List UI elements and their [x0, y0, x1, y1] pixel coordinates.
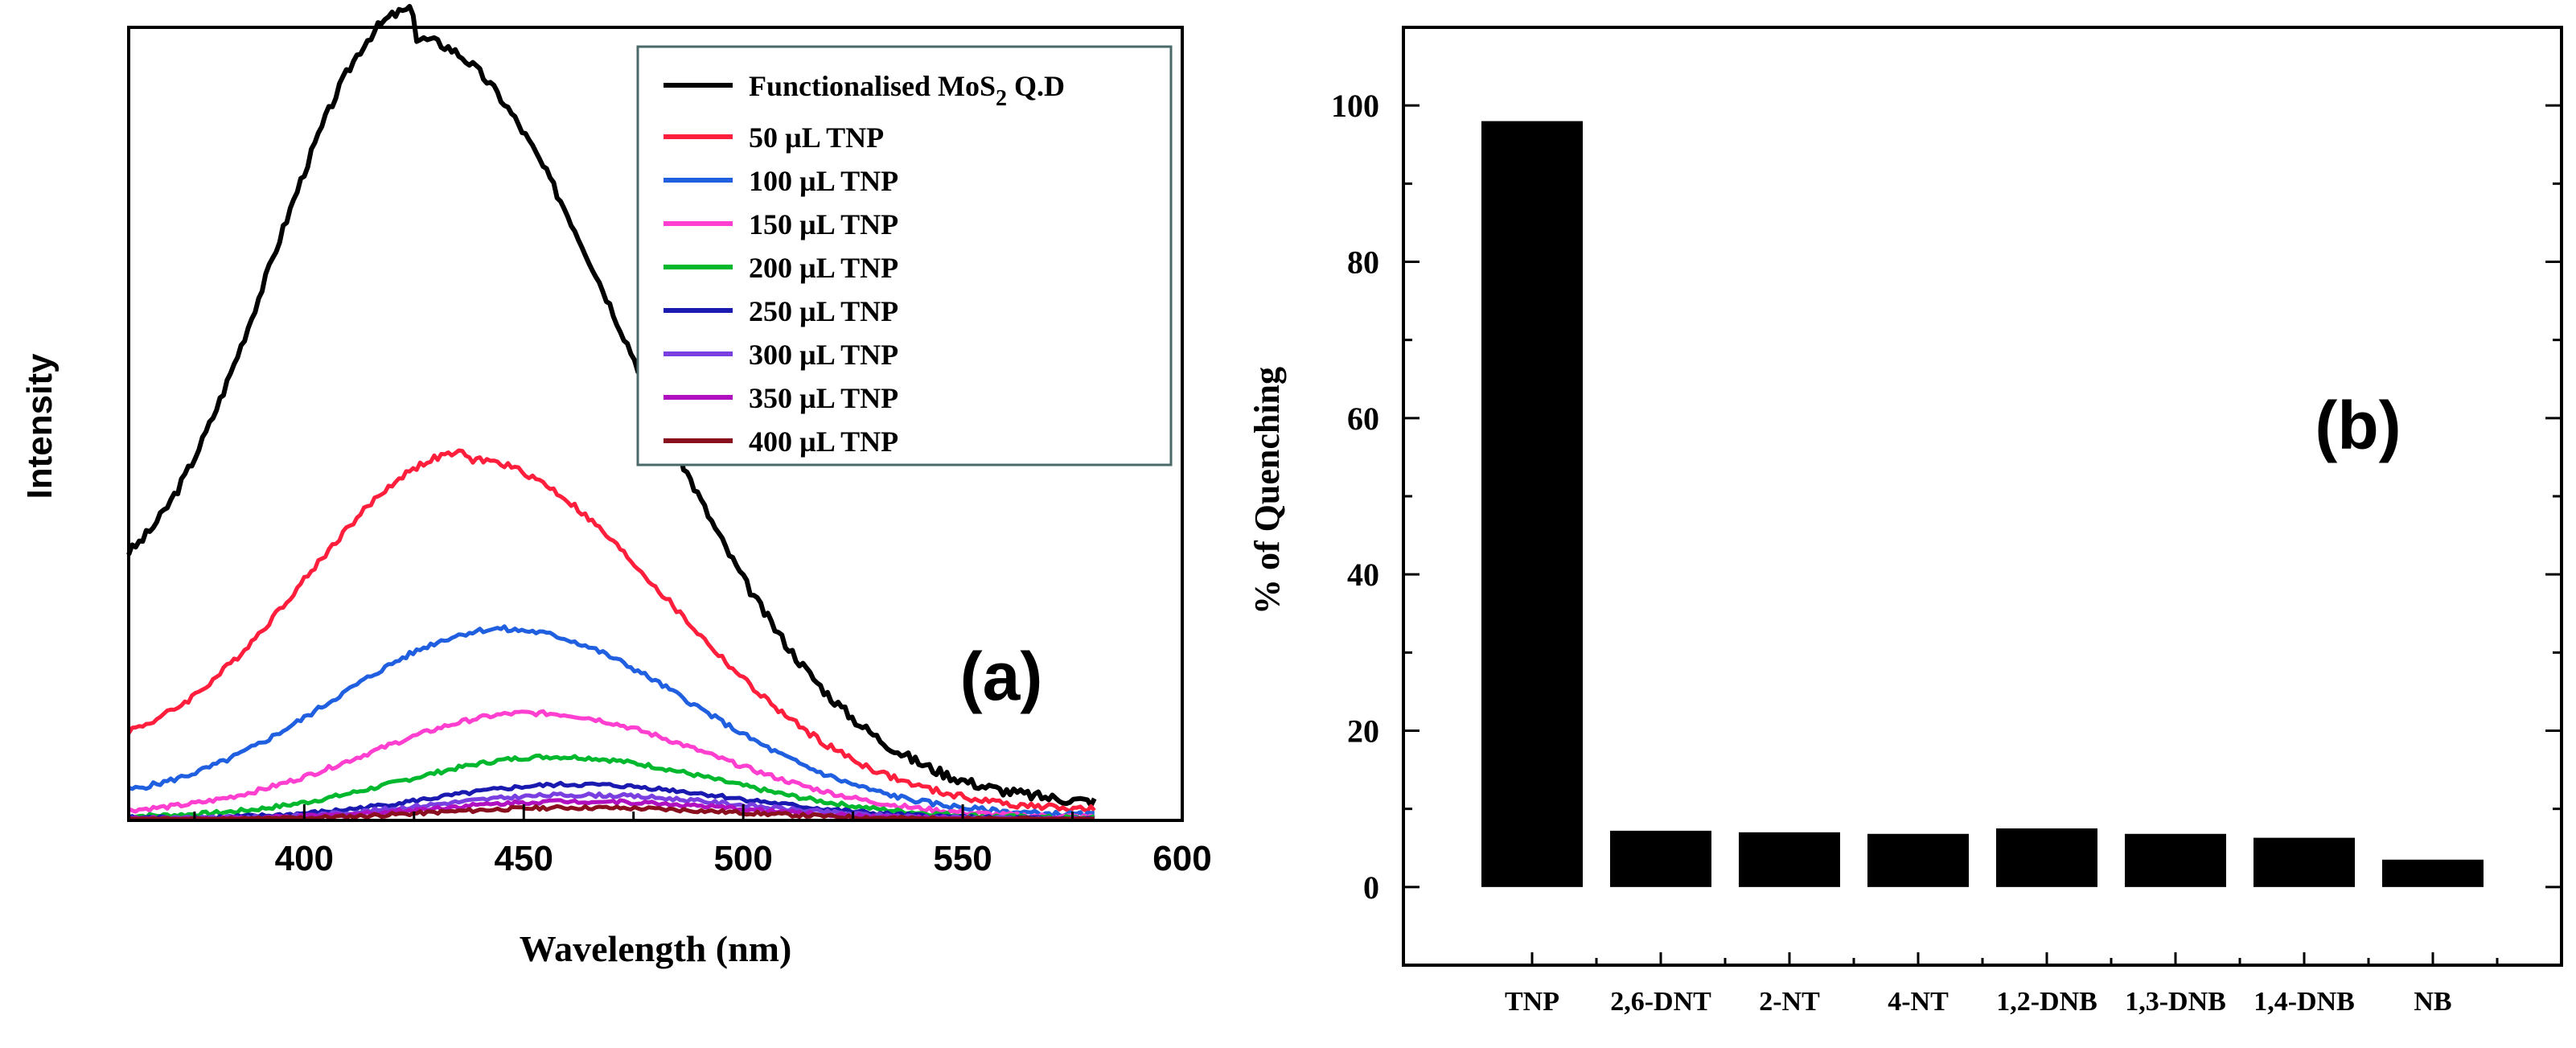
legend-label: 350 µL TNP: [749, 382, 898, 414]
x-axis-ticks: 400 450 500 550 600: [193, 804, 1212, 878]
x-tick-label: 500: [713, 839, 772, 878]
y-axis-ticks: 0 20 40 60 80 100: [1331, 26, 2562, 967]
y-tick-label: 40: [1347, 557, 1379, 593]
y-axis-label: Intensity: [20, 353, 60, 499]
legend-label: 50 µL TNP: [749, 121, 884, 154]
y-tick-label: 100: [1331, 88, 1379, 124]
legend-label: 150 µL TNP: [749, 208, 898, 240]
legend-label: 200 µL TNP: [749, 252, 898, 284]
bar: [1481, 121, 1583, 887]
spectrum-line: [126, 3, 1097, 808]
spectrum-line: [128, 803, 1095, 821]
x-tick-label: 400: [275, 839, 334, 878]
spectra-curves: [126, 3, 1097, 821]
panel-a: 400 450 500 550 600 Wavelength (nm) Intensit…: [20, 3, 1212, 969]
legend-label: 400 µL TNP: [749, 425, 898, 458]
x-tick-label: 450: [495, 839, 553, 878]
bars: [1481, 121, 2484, 887]
bar: [1867, 833, 1969, 887]
panel-b: 0 20 40 60 80 100 TNP 2,6-DNT 2-NT 4-NT 1,2-DNB 1,…: [1247, 26, 2563, 1017]
category-label: 1,4-DNB: [2253, 987, 2355, 1017]
category-label: NB: [2414, 987, 2451, 1017]
x-tick-label: 550: [933, 839, 992, 878]
bar: [1610, 830, 1711, 887]
legend-label: 300 µL TNP: [749, 339, 898, 371]
legend-label: Functionalised MoS2 Q.D: [749, 70, 1065, 111]
legend-label: 100 µL TNP: [749, 165, 898, 197]
category-label: 2-NT: [1759, 987, 1820, 1017]
spectrum-line: [126, 448, 1096, 813]
x-tick-label: 600: [1152, 839, 1211, 878]
y-axis-label-b: % of Quenching: [1247, 367, 1287, 614]
legend-label: 250 µL TNP: [749, 295, 898, 327]
bar: [1996, 828, 2097, 887]
spectrum-line: [127, 709, 1095, 820]
y-tick-label: 0: [1363, 869, 1379, 906]
y-tick-label: 80: [1347, 245, 1379, 281]
spectrum-line: [128, 624, 1095, 819]
category-label: 1,2-DNB: [1996, 987, 2097, 1017]
bar: [2125, 833, 2226, 887]
legend-box: [636, 45, 1173, 466]
plot-frame-a: [127, 26, 1184, 822]
legend: Functionalised MoS2 Q.D 50 µL TNP 100 µL T…: [636, 45, 1173, 466]
y-tick-label: 60: [1347, 401, 1379, 437]
category-label: 2,6-DNT: [1610, 987, 1711, 1017]
y-tick-label: 20: [1347, 713, 1379, 750]
x-axis-label: Wavelength (nm): [520, 928, 792, 969]
category-label: TNP: [1505, 987, 1559, 1017]
category-label: 4-NT: [1888, 987, 1949, 1017]
panel-label-b: (b): [2315, 388, 2401, 463]
bar: [1739, 832, 1840, 887]
category-labels: TNP 2,6-DNT 2-NT 4-NT 1,2-DNB 1,3-DNB 1,4-DNB N…: [1505, 952, 2499, 1017]
panel-label-a: (a): [960, 639, 1043, 714]
bar: [2382, 859, 2484, 887]
category-label: 1,3-DNB: [2125, 987, 2226, 1017]
bar: [2253, 837, 2355, 887]
